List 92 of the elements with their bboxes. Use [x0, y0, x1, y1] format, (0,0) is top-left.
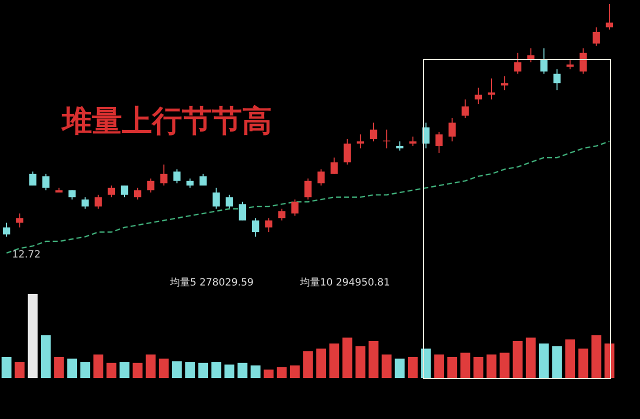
- bar: [28, 294, 38, 378]
- bar: [329, 344, 340, 378]
- candlestick: [488, 78, 496, 100]
- bar: [368, 341, 378, 378]
- candlestick: [108, 185, 116, 198]
- candlestick: [16, 212, 24, 228]
- bar: [40, 335, 51, 378]
- bar: [106, 362, 116, 378]
- bar: [80, 362, 90, 378]
- candlestick: [252, 218, 260, 238]
- bar: [54, 357, 64, 378]
- bar: [146, 354, 156, 378]
- candlestick: [212, 187, 220, 210]
- candlestick: [318, 168, 325, 186]
- bar: [93, 354, 104, 378]
- bar: [132, 362, 143, 378]
- candlestick: [474, 87, 482, 105]
- bar: [14, 362, 25, 378]
- bar: [120, 362, 130, 378]
- bar: [486, 354, 496, 378]
- candlestick: [238, 201, 246, 221]
- bar: [512, 341, 523, 378]
- candlestick: [291, 198, 298, 216]
- bar: [342, 338, 352, 378]
- bar: [264, 370, 274, 378]
- text: 12.72: [12, 250, 41, 261]
- bar: [565, 339, 576, 378]
- candlestick: [173, 168, 181, 184]
- bar: [552, 346, 562, 378]
- candlestick: [396, 140, 404, 152]
- candlestick: [592, 26, 600, 46]
- candlestick: [29, 171, 36, 186]
- candlestick: [186, 178, 194, 188]
- bar: [473, 357, 484, 378]
- bar: [67, 358, 77, 378]
- candlestick: [120, 185, 128, 198]
- candlestick: [553, 68, 561, 91]
- bar: [356, 346, 366, 378]
- bar: [447, 357, 458, 378]
- bar: [290, 365, 300, 378]
- candlestick: [265, 218, 272, 233]
- bar: [421, 348, 431, 378]
- bar: [578, 348, 588, 378]
- bar: [2, 357, 12, 378]
- candlestick: [68, 190, 76, 200]
- candlestick: [409, 136, 416, 146]
- candlestick: [448, 118, 456, 142]
- candlestick: [500, 76, 508, 91]
- text: 均量5 278029.59: [169, 276, 254, 289]
- bar: [158, 358, 169, 378]
- candlestick: [344, 138, 351, 166]
- bar: [303, 351, 313, 378]
- candlestick: [147, 178, 154, 194]
- candlestick: [42, 173, 50, 191]
- bar: [238, 362, 248, 378]
- candlestick: [160, 164, 168, 186]
- candlestick: [540, 48, 548, 74]
- candlestick: [94, 194, 102, 210]
- candlestick: [435, 132, 443, 154]
- bar: [211, 362, 222, 378]
- candlestick: [278, 208, 286, 221]
- text: 均量10 294950.81: [299, 276, 390, 289]
- bar: [460, 352, 470, 378]
- candlestick: [370, 122, 378, 142]
- bar: [539, 344, 549, 378]
- candlestick: [514, 52, 522, 74]
- bar: [408, 357, 418, 378]
- bar: [382, 354, 392, 378]
- bar: [224, 364, 234, 378]
- candlestick: [383, 129, 390, 149]
- candlestick: [566, 59, 574, 70]
- candlestick: [82, 196, 89, 210]
- bar: [185, 362, 195, 378]
- candlestick: [134, 187, 142, 200]
- candlestick: [606, 4, 614, 30]
- candlestick: [580, 48, 587, 74]
- bar: [316, 348, 326, 378]
- candlestick: [330, 157, 338, 174]
- candlestick: [304, 178, 312, 200]
- bar: [434, 354, 444, 378]
- bar: [198, 362, 208, 378]
- candlestick: [462, 98, 469, 119]
- bar: [526, 338, 536, 378]
- candlestick: [226, 194, 233, 210]
- bar: [591, 335, 602, 378]
- candlestick: [2, 222, 10, 238]
- annotation: 堆量上行节节高: [60, 104, 272, 139]
- bar: [394, 358, 405, 378]
- bar: [172, 361, 182, 378]
- bar: [276, 367, 287, 378]
- bar: [250, 365, 260, 378]
- bar: [500, 352, 510, 378]
